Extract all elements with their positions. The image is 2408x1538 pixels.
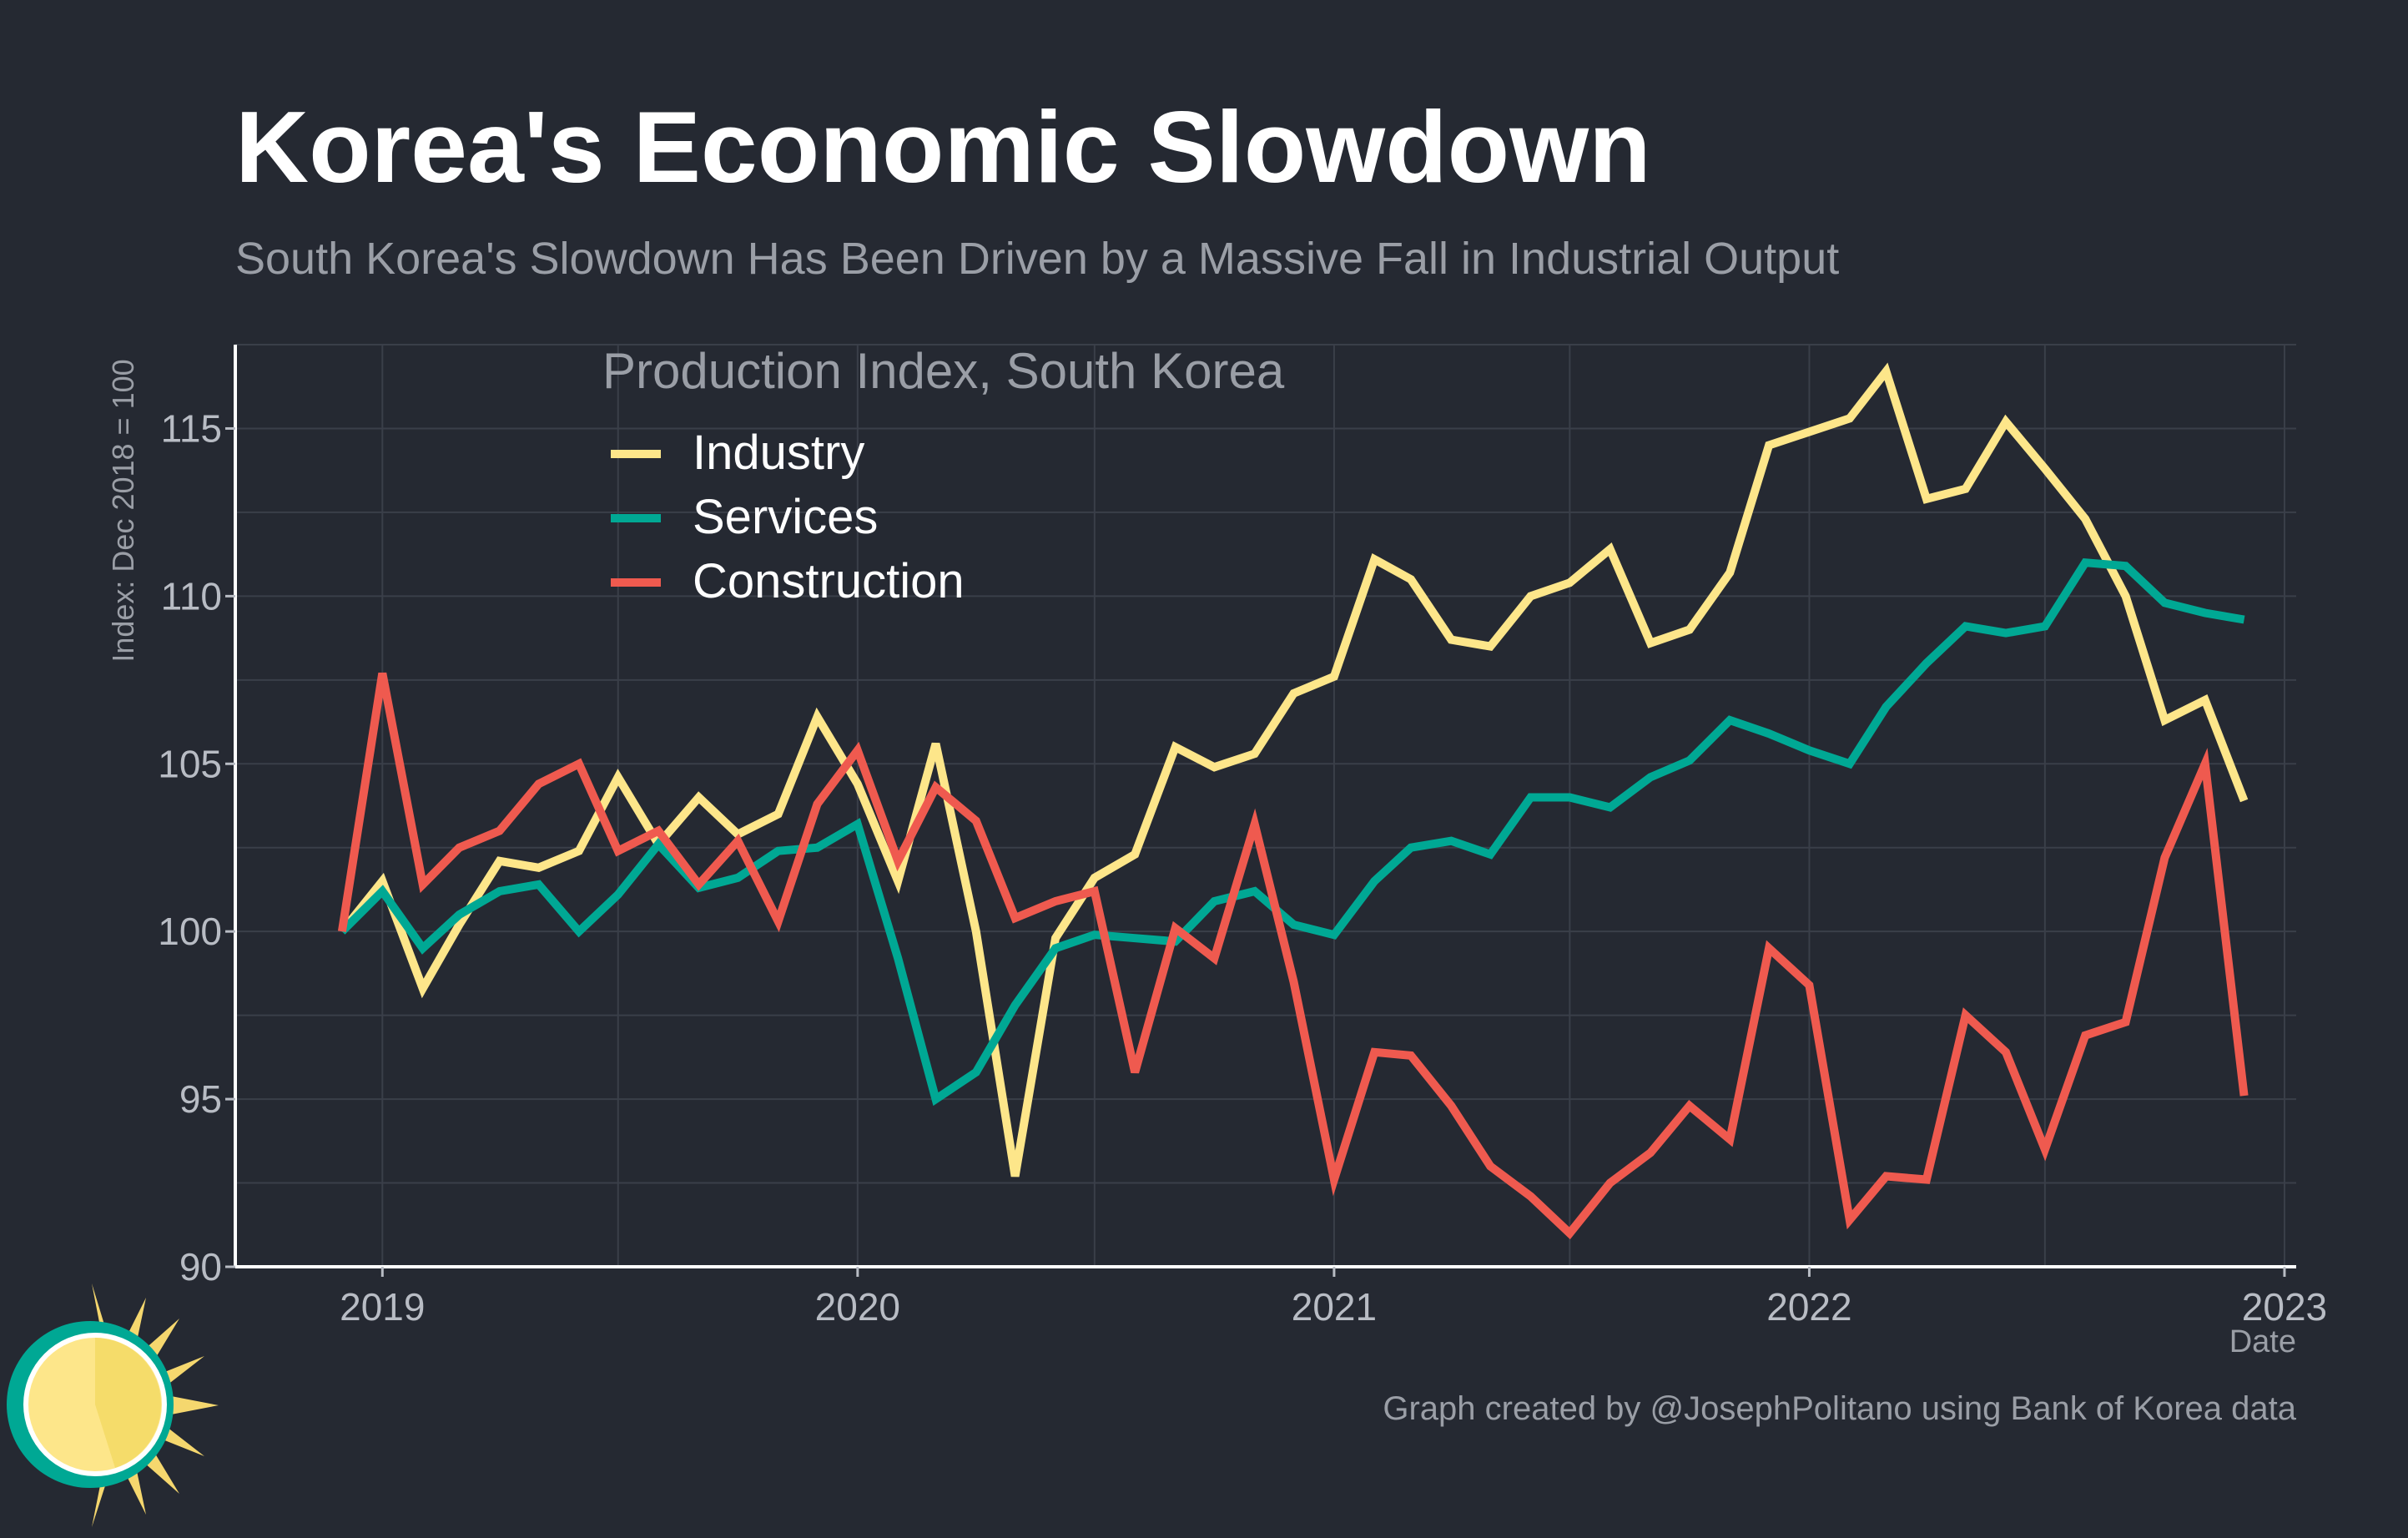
- source-caption: Graph created by @JosephPolitano using B…: [1383, 1390, 2296, 1427]
- chart-subtitle: South Korea's Slowdown Has Been Driven b…: [235, 234, 1839, 284]
- x-tick-label: 2023: [2242, 1285, 2327, 1329]
- legend-label-services: Services: [693, 490, 878, 544]
- sun-logo-icon: [7, 1283, 219, 1527]
- x-tick-label: 2022: [1766, 1285, 1851, 1329]
- y-tick-label: 100: [158, 910, 222, 953]
- x-tick-label: 2020: [815, 1285, 900, 1329]
- y-tick-label: 95: [179, 1077, 222, 1121]
- y-axis-label: Index: Dec 2018 = 100: [106, 359, 140, 662]
- x-tick-label: 2021: [1292, 1285, 1377, 1329]
- chart-title: Korea's Economic Slowdown: [235, 90, 1651, 204]
- y-tick-label: 115: [161, 406, 222, 450]
- y-tick-label: 105: [158, 742, 222, 785]
- axes: 90 95 100 105 110 115 2019 2020 2021 2022 2023: [158, 345, 2327, 1329]
- grid-lines: [235, 344, 2296, 1267]
- series-line-services: [339, 557, 2245, 1107]
- y-tick-label: 90: [179, 1245, 222, 1288]
- x-tick-label: 2019: [340, 1285, 425, 1329]
- legend: Production Index, South Korea Industry S…: [602, 343, 1285, 608]
- series-line-construction: [337, 672, 2249, 1240]
- y-tick-label: 110: [161, 574, 222, 618]
- legend-title: Production Index, South Korea: [602, 343, 1285, 399]
- legend-label-industry: Industry: [693, 426, 864, 480]
- legend-label-construction: Construction: [693, 554, 965, 608]
- x-axis-label: Date: [2229, 1324, 2296, 1359]
- series-lines: [337, 362, 2249, 1240]
